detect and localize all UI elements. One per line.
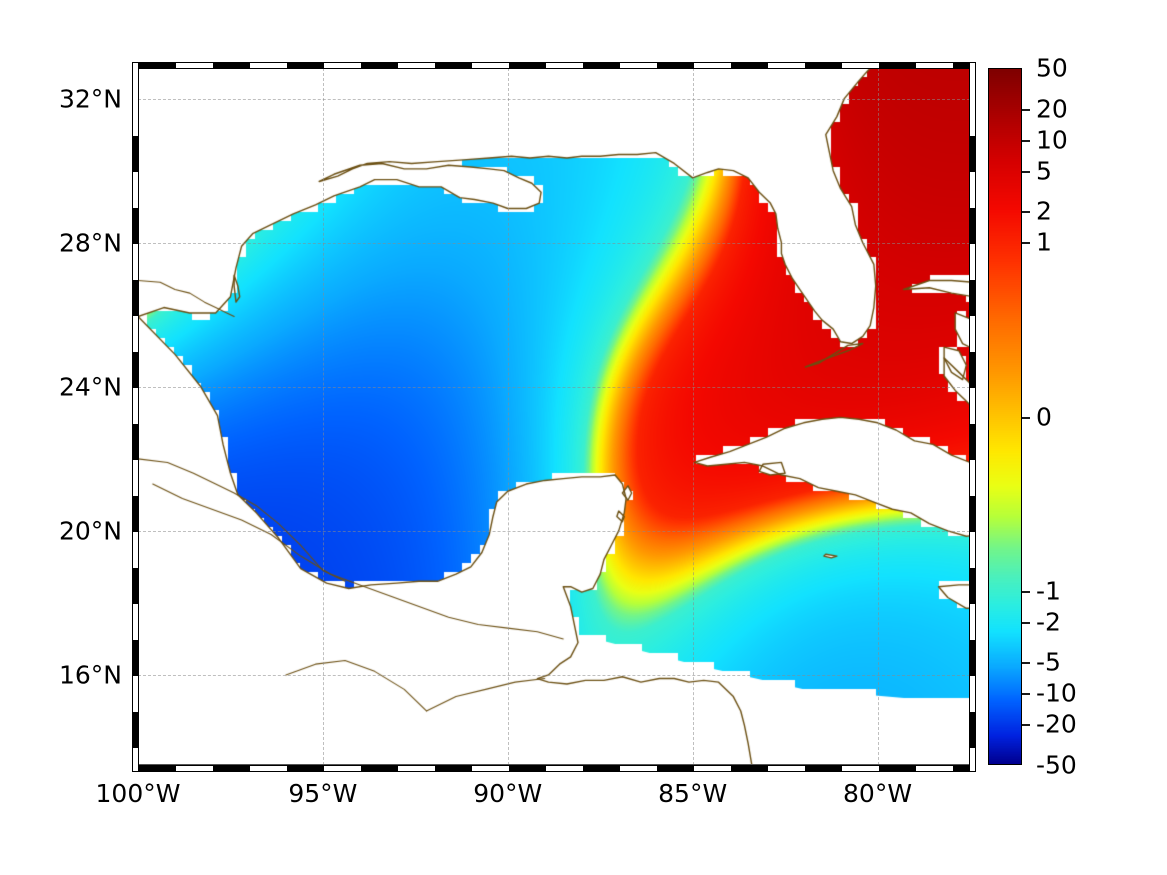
map-clip <box>138 68 970 765</box>
map-frame-band-bottom <box>132 765 976 772</box>
anomaly-canvas <box>138 68 970 765</box>
frame-segment <box>730 766 768 771</box>
frame-segment <box>582 766 620 771</box>
colorbar-tick-label: 10 <box>1036 125 1068 155</box>
y-tick-label: 32°N <box>58 84 122 114</box>
frame-segment <box>656 766 694 771</box>
colorbar-tick-label: 5 <box>1036 156 1052 186</box>
colorbar-tick-label: 0 <box>1036 402 1052 431</box>
frame-segment <box>133 423 138 460</box>
colorbar-tick-label: -50 <box>1036 750 1077 780</box>
colorbar-tick-label: -1 <box>1036 576 1061 606</box>
y-tick-label: 16°N <box>58 660 122 690</box>
y-tick-label: 20°N <box>58 516 122 546</box>
colorbar-tick <box>1022 416 1030 419</box>
frame-segment <box>804 63 842 68</box>
frame-segment <box>804 766 842 771</box>
colorbar-tick-label: -5 <box>1036 647 1061 677</box>
colorbar-tick <box>1022 693 1030 696</box>
frame-segment <box>970 711 975 748</box>
frame-segment <box>878 766 916 771</box>
frame-segment <box>212 766 250 771</box>
frame-segment <box>730 63 768 68</box>
frame-segment <box>286 766 324 771</box>
colorbar-canvas <box>989 69 1021 764</box>
frame-segment <box>286 63 324 68</box>
colorbar-tick-label: 50 <box>1036 53 1068 83</box>
x-tick-label: 80°W <box>843 779 913 808</box>
colorbar-tick-label: 20 <box>1036 94 1068 124</box>
frame-segment <box>952 63 971 68</box>
map-frame-band-top <box>132 62 976 69</box>
frame-segment <box>970 207 975 244</box>
frame-segment <box>133 135 138 172</box>
colorbar-tick-label: -2 <box>1036 607 1061 637</box>
frame-segment <box>139 766 176 771</box>
anomaly-field-raster <box>138 68 970 765</box>
frame-segment <box>970 567 975 604</box>
x-tick-label: 90°W <box>473 779 543 808</box>
colorbar-tick-label: -10 <box>1036 678 1077 708</box>
frame-segment <box>360 766 398 771</box>
x-tick-label: 100°W <box>95 779 181 808</box>
frame-segment <box>133 207 138 244</box>
frame-segment <box>133 351 138 388</box>
frame-segment <box>434 766 472 771</box>
frame-segment <box>970 639 975 676</box>
frame-segment <box>970 135 975 172</box>
colorbar-tick <box>1022 590 1030 593</box>
colorbar-tick-label: 1 <box>1036 227 1052 257</box>
x-tick-label: 95°W <box>288 779 358 808</box>
colorbar-tick <box>1022 662 1030 665</box>
frame-segment <box>212 63 250 68</box>
frame-segment <box>434 63 472 68</box>
colorbar-tick <box>1022 108 1030 111</box>
frame-segment <box>133 279 138 316</box>
colorbar-tick <box>1022 724 1030 727</box>
frame-segment <box>360 63 398 68</box>
x-tick-label: 85°W <box>658 779 728 808</box>
map-frame-band-right <box>969 62 976 772</box>
frame-segment <box>970 423 975 460</box>
map-plot-area <box>138 68 970 765</box>
map-frame-band-left <box>132 62 139 772</box>
frame-segment <box>133 639 138 676</box>
y-tick-label: 28°N <box>58 228 122 258</box>
colorbar-gradient <box>988 68 1022 765</box>
y-tick-label: 24°N <box>58 372 122 402</box>
frame-segment <box>952 766 971 771</box>
colorbar-tick-label: -20 <box>1036 709 1077 739</box>
frame-segment <box>656 63 694 68</box>
frame-segment <box>133 711 138 748</box>
colorbar-tick <box>1022 211 1030 214</box>
frame-segment <box>508 63 546 68</box>
colorbar-tick <box>1022 170 1030 173</box>
colorbar-tick <box>1022 242 1030 245</box>
colorbar-tick <box>1022 621 1030 624</box>
frame-segment <box>970 495 975 532</box>
colorbar-tick-label: 2 <box>1036 196 1052 226</box>
frame-segment <box>970 351 975 388</box>
colorbar-tick <box>1022 139 1030 142</box>
frame-segment <box>508 766 546 771</box>
colorbar: 50 20 10 5 2 1 0 -1 -2 -5 -10 -20 -50 <box>988 54 1077 780</box>
frame-segment <box>133 567 138 604</box>
frame-segment <box>970 279 975 316</box>
frame-segment <box>878 63 916 68</box>
frame-segment <box>139 63 176 68</box>
frame-segment <box>133 495 138 532</box>
frame-segment <box>582 63 620 68</box>
